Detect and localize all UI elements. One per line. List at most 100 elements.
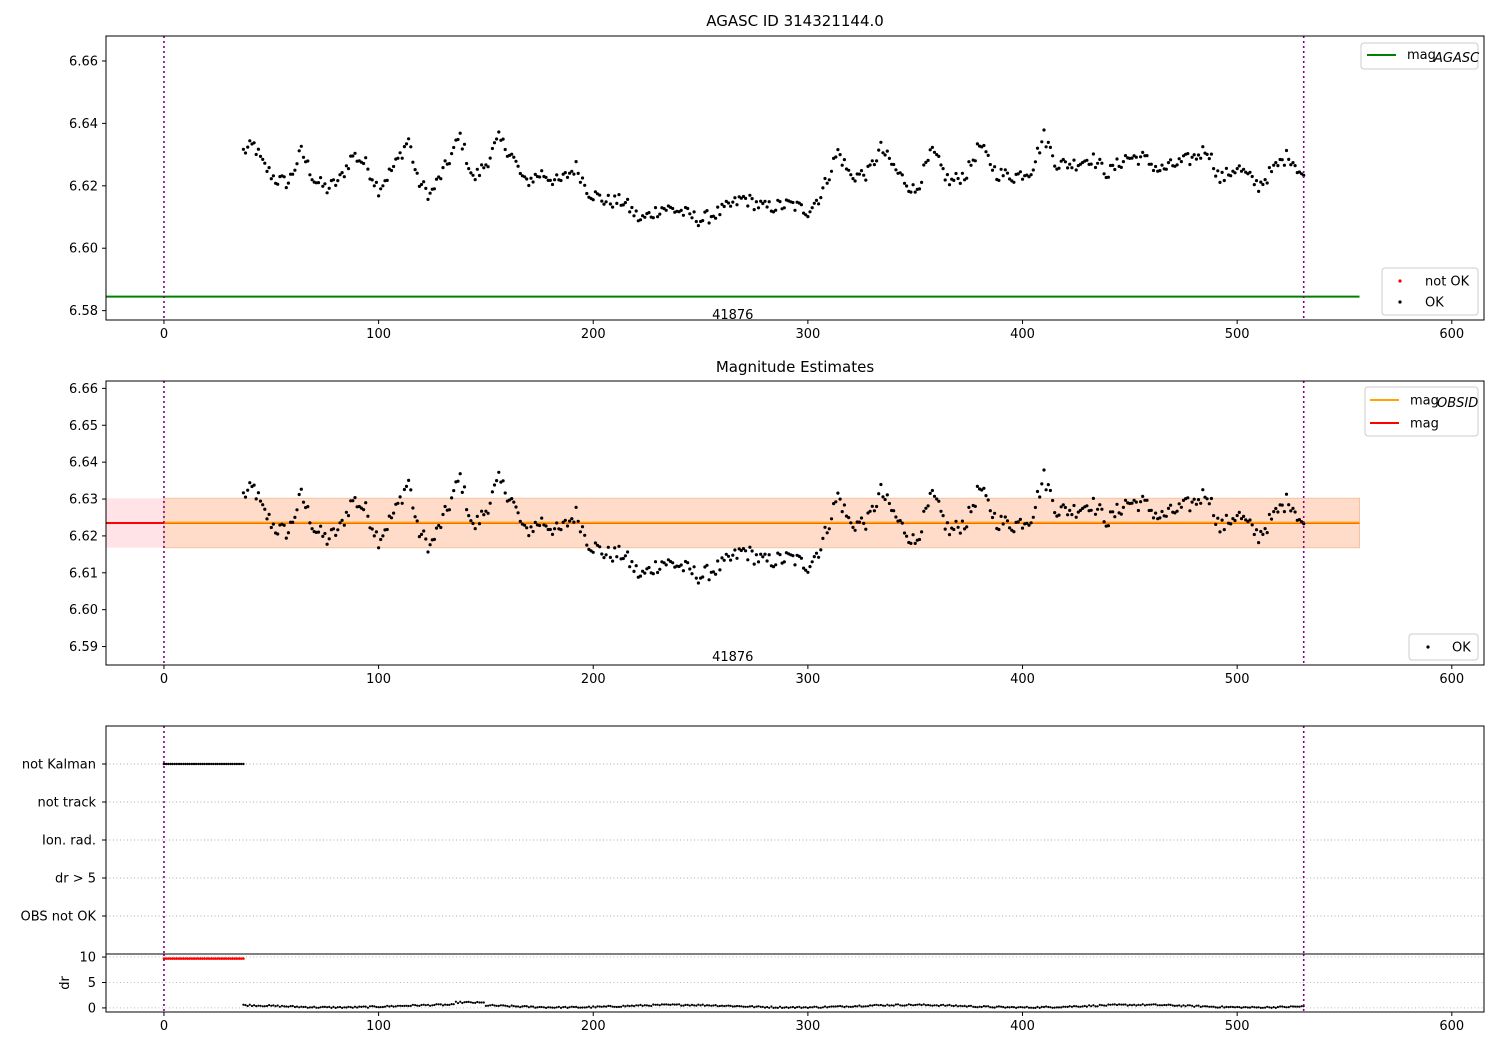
data-point bbox=[362, 161, 366, 166]
data-point bbox=[462, 485, 467, 489]
data-point bbox=[1269, 517, 1274, 521]
x-tick-label: 600 bbox=[1439, 1019, 1464, 1034]
data-point bbox=[714, 216, 718, 220]
dr-point bbox=[553, 1006, 556, 1009]
data-point bbox=[952, 178, 956, 182]
data-point bbox=[984, 150, 988, 154]
dr-point bbox=[830, 1005, 833, 1008]
data-point bbox=[293, 168, 297, 172]
data-point bbox=[598, 545, 602, 549]
dr-point bbox=[778, 1005, 782, 1008]
dr-point bbox=[280, 1004, 284, 1007]
data-point bbox=[308, 173, 312, 177]
data-point bbox=[346, 167, 351, 171]
dr-point bbox=[1122, 1003, 1125, 1006]
data-point bbox=[1003, 168, 1007, 172]
dr-point bbox=[1199, 1005, 1202, 1009]
data-point bbox=[1289, 163, 1293, 167]
data-point bbox=[606, 545, 610, 549]
dr-point bbox=[1176, 1004, 1179, 1007]
data-point bbox=[814, 198, 819, 202]
data-point bbox=[756, 206, 761, 210]
dr-point bbox=[1276, 1005, 1279, 1009]
data-point bbox=[1164, 514, 1168, 518]
data-point bbox=[638, 218, 643, 222]
dr-point bbox=[701, 1003, 704, 1006]
data-point bbox=[836, 148, 840, 152]
dr-point bbox=[665, 1003, 668, 1006]
flag-point bbox=[220, 762, 224, 766]
dr-outlier-point bbox=[199, 957, 202, 960]
data-point bbox=[917, 537, 922, 542]
dr-outlier-point bbox=[220, 957, 224, 960]
data-point bbox=[1209, 152, 1213, 156]
dr-point bbox=[295, 1005, 299, 1008]
dr-point bbox=[673, 1003, 676, 1006]
data-point bbox=[1061, 157, 1065, 162]
flag-point bbox=[171, 762, 174, 766]
data-point bbox=[563, 171, 567, 175]
dr-point bbox=[587, 1005, 591, 1008]
data-point bbox=[1207, 502, 1211, 506]
dr-outlier-point bbox=[233, 957, 237, 960]
dr-point bbox=[609, 1004, 612, 1008]
data-point bbox=[909, 541, 913, 546]
data-point bbox=[1132, 498, 1136, 502]
dr-point bbox=[774, 1006, 777, 1009]
data-point bbox=[716, 205, 720, 209]
dr-point bbox=[1210, 1005, 1213, 1008]
dr-point bbox=[253, 1004, 256, 1007]
dr-point bbox=[1300, 1005, 1303, 1008]
data-point bbox=[900, 173, 904, 177]
dr-point bbox=[321, 1005, 324, 1009]
data-point bbox=[662, 561, 666, 565]
data-point bbox=[550, 182, 555, 187]
data-point bbox=[628, 210, 632, 214]
data-point bbox=[301, 500, 306, 504]
data-point bbox=[450, 496, 454, 500]
data-point bbox=[1199, 156, 1203, 160]
data-point bbox=[1175, 509, 1179, 513]
data-point bbox=[293, 515, 297, 520]
data-point bbox=[1233, 518, 1237, 523]
data-point bbox=[484, 163, 488, 167]
dr-point bbox=[396, 1004, 399, 1007]
data-point bbox=[381, 534, 385, 538]
dr-point bbox=[291, 1004, 294, 1008]
data-point bbox=[1239, 517, 1244, 521]
data-point bbox=[1100, 507, 1104, 511]
data-point bbox=[875, 159, 879, 163]
dr-point bbox=[854, 1005, 857, 1008]
data-point bbox=[323, 182, 327, 186]
data-point bbox=[851, 177, 855, 181]
data-point bbox=[1237, 510, 1241, 514]
data-point bbox=[917, 187, 922, 191]
dr-point bbox=[654, 1003, 657, 1006]
dr-point bbox=[723, 1005, 726, 1008]
y-tick-label: 6.61 bbox=[69, 566, 98, 581]
dr-point bbox=[647, 1004, 651, 1007]
data-point bbox=[1035, 146, 1040, 150]
data-point bbox=[291, 520, 295, 524]
dr-point bbox=[624, 1005, 627, 1008]
data-point bbox=[1175, 163, 1179, 167]
data-point bbox=[346, 514, 351, 518]
dr-point bbox=[843, 1006, 846, 1009]
dr-point bbox=[375, 1005, 378, 1009]
data-point bbox=[574, 160, 578, 164]
dr-outlier-point bbox=[201, 957, 204, 960]
dr-point bbox=[761, 1005, 764, 1009]
dr-point bbox=[1053, 1006, 1056, 1009]
dr-point bbox=[278, 1005, 281, 1008]
dr-point bbox=[463, 1001, 466, 1004]
dr-point bbox=[699, 1004, 702, 1007]
data-point bbox=[774, 563, 778, 567]
data-point bbox=[404, 142, 409, 146]
dr-point bbox=[521, 1005, 524, 1008]
dr-point bbox=[1251, 1005, 1254, 1008]
dr-outlier-point bbox=[169, 957, 172, 960]
dr-point bbox=[1124, 1003, 1127, 1006]
flag-point bbox=[235, 762, 239, 766]
dr-point bbox=[858, 1004, 861, 1007]
